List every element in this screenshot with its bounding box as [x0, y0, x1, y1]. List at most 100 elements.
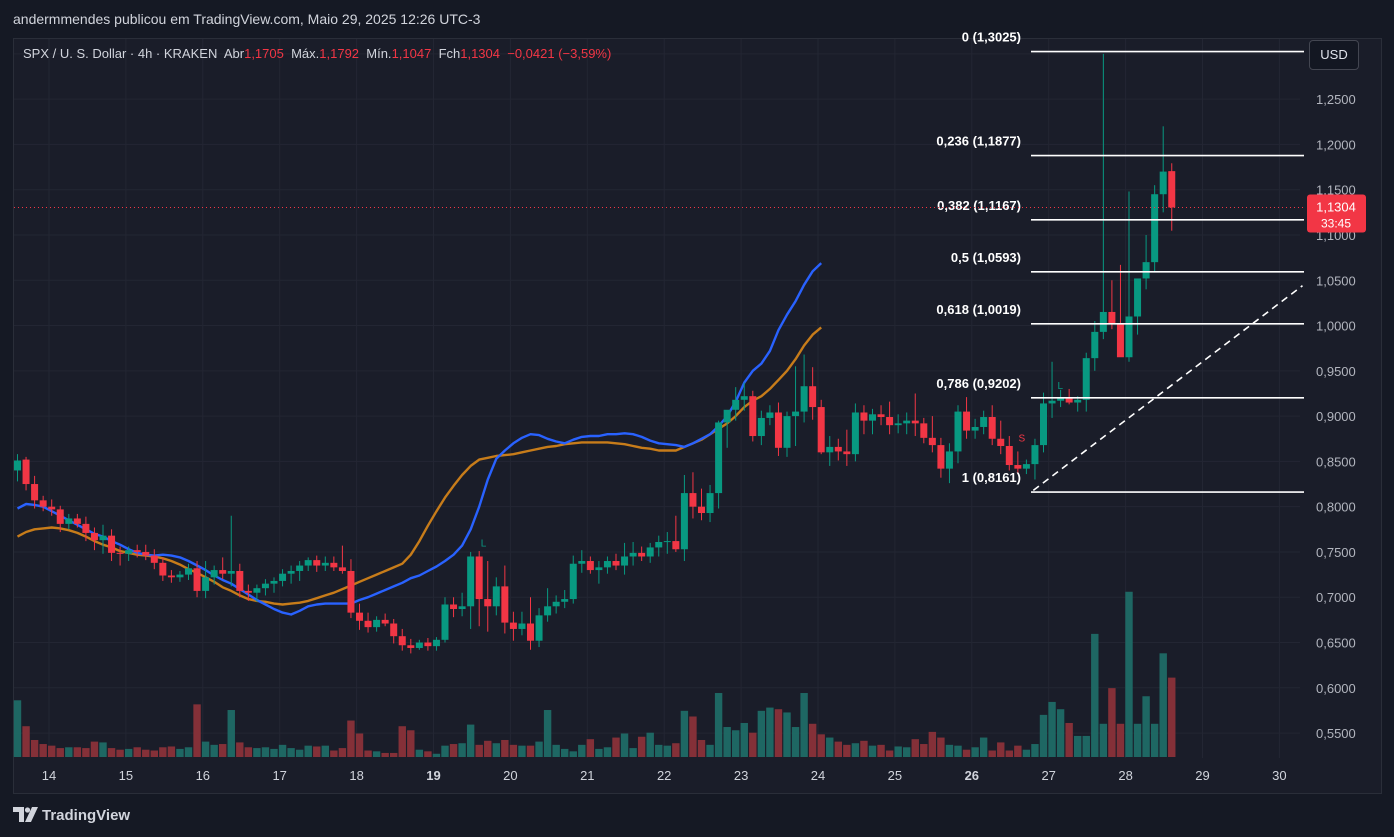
candle-down: [1116, 323, 1124, 358]
price-tick-label: 1,2000: [1316, 137, 1356, 152]
volume-bar: [595, 748, 603, 757]
volume-bar: [458, 743, 466, 757]
price-tick-label: 0,7000: [1316, 590, 1356, 605]
candle-up: [253, 588, 261, 593]
fib-level-label: 0,382 (1,1167): [937, 198, 1021, 213]
candle-down: [1065, 397, 1073, 403]
candle-up: [296, 565, 304, 571]
price-tick-label: 0,9500: [1316, 364, 1356, 379]
candle-down: [56, 509, 64, 524]
legend-high-label: Máx.: [291, 46, 320, 61]
candle-up: [783, 416, 791, 448]
candle-up: [723, 409, 731, 423]
volume-bar: [937, 737, 945, 757]
volume-bar: [30, 739, 39, 757]
volume-bar: [732, 730, 740, 757]
candle-down: [142, 551, 150, 556]
candle-up: [851, 412, 859, 455]
time-tick-label: 30: [1272, 768, 1286, 783]
candle-up: [561, 599, 569, 602]
volume-bar: [142, 749, 150, 757]
volume-bar: [1133, 723, 1142, 757]
candle-down: [150, 555, 158, 563]
volume-bar: [261, 747, 270, 757]
time-tick-label: 29: [1195, 768, 1209, 783]
candle-up: [492, 586, 500, 607]
header-bar: andermmendes publicou em TradingView.com…: [0, 0, 1394, 38]
candle-down: [407, 645, 415, 648]
time-tick-label: 14: [42, 768, 56, 783]
volume-bar: [1091, 633, 1099, 757]
volume-bar: [338, 748, 347, 757]
volume-bar: [321, 745, 329, 757]
candle-up: [1048, 400, 1056, 404]
volume-bar: [988, 750, 996, 757]
volume-bar: [561, 748, 569, 757]
volume-bar: [1082, 735, 1090, 757]
grid: [14, 39, 1300, 758]
signal-marker: L: [481, 539, 487, 550]
legend-open-label: Abr: [223, 46, 245, 61]
currency-button[interactable]: USD: [1309, 40, 1359, 70]
symbol-legend: SPX / U. S. Dollar · 4h · KRAKEN Abr1,17…: [23, 46, 611, 61]
candle-up: [646, 547, 654, 557]
candle-up: [595, 567, 603, 571]
volume-bar: [843, 744, 851, 757]
volume-bar: [962, 749, 971, 757]
candle-up: [261, 583, 269, 589]
volume-bar: [1065, 722, 1073, 757]
price-tag: [1307, 194, 1366, 233]
candle-up: [287, 570, 295, 574]
volume-bar: [407, 730, 415, 757]
candle-down: [424, 642, 432, 647]
time-tick-label: 25: [888, 768, 902, 783]
volume-bar: [253, 748, 261, 757]
volume-bar: [800, 693, 808, 757]
volume-bar: [535, 741, 543, 757]
volume-bar: [586, 739, 595, 757]
volume-bar: [569, 751, 577, 757]
time-tick-label: 16: [196, 768, 210, 783]
candle-down: [886, 417, 894, 426]
time-tick-label: 24: [811, 768, 825, 783]
candle-up: [1099, 311, 1107, 332]
candle-up: [680, 493, 688, 550]
candle-up: [706, 493, 714, 514]
candle-down: [1168, 171, 1176, 208]
volume-bars: [13, 591, 1176, 757]
legend-close-value: 1,1304: [460, 46, 500, 61]
candle-up: [740, 396, 748, 400]
volume-bar: [210, 744, 218, 757]
volume-bar: [475, 744, 483, 757]
volume-bar: [723, 727, 731, 757]
volume-bar: [107, 748, 116, 757]
candle-down: [356, 612, 363, 621]
fib-level-label: 0,786 (0,9202): [936, 376, 1021, 391]
volume-bar: [201, 741, 210, 757]
price-tag-value: 1,1304: [1316, 199, 1356, 214]
time-tick-label: 27: [1041, 768, 1055, 783]
volume-bar: [1056, 709, 1065, 757]
volume-bar: [903, 747, 911, 757]
volume-bar: [219, 744, 227, 757]
volume-bar: [945, 744, 954, 757]
candle-down: [116, 552, 124, 554]
price-tick-label: 0,8000: [1316, 500, 1356, 515]
candle-down: [689, 493, 697, 507]
volume-bar: [646, 732, 654, 757]
price-tick-label: 0,6000: [1316, 681, 1356, 696]
candle-up: [210, 570, 218, 578]
candle-up: [945, 451, 953, 469]
legend-low-value: 1,1047: [391, 46, 432, 61]
volume-bar: [706, 744, 714, 757]
volume-bar: [620, 733, 629, 757]
candle-up: [757, 417, 765, 437]
volume-bar: [99, 742, 107, 757]
volume-bar: [1031, 744, 1039, 757]
candle-down: [774, 412, 782, 448]
candle-up: [655, 542, 663, 548]
volume-bar: [697, 739, 706, 757]
volume-bar: [13, 700, 22, 757]
volume-bar: [176, 748, 184, 757]
